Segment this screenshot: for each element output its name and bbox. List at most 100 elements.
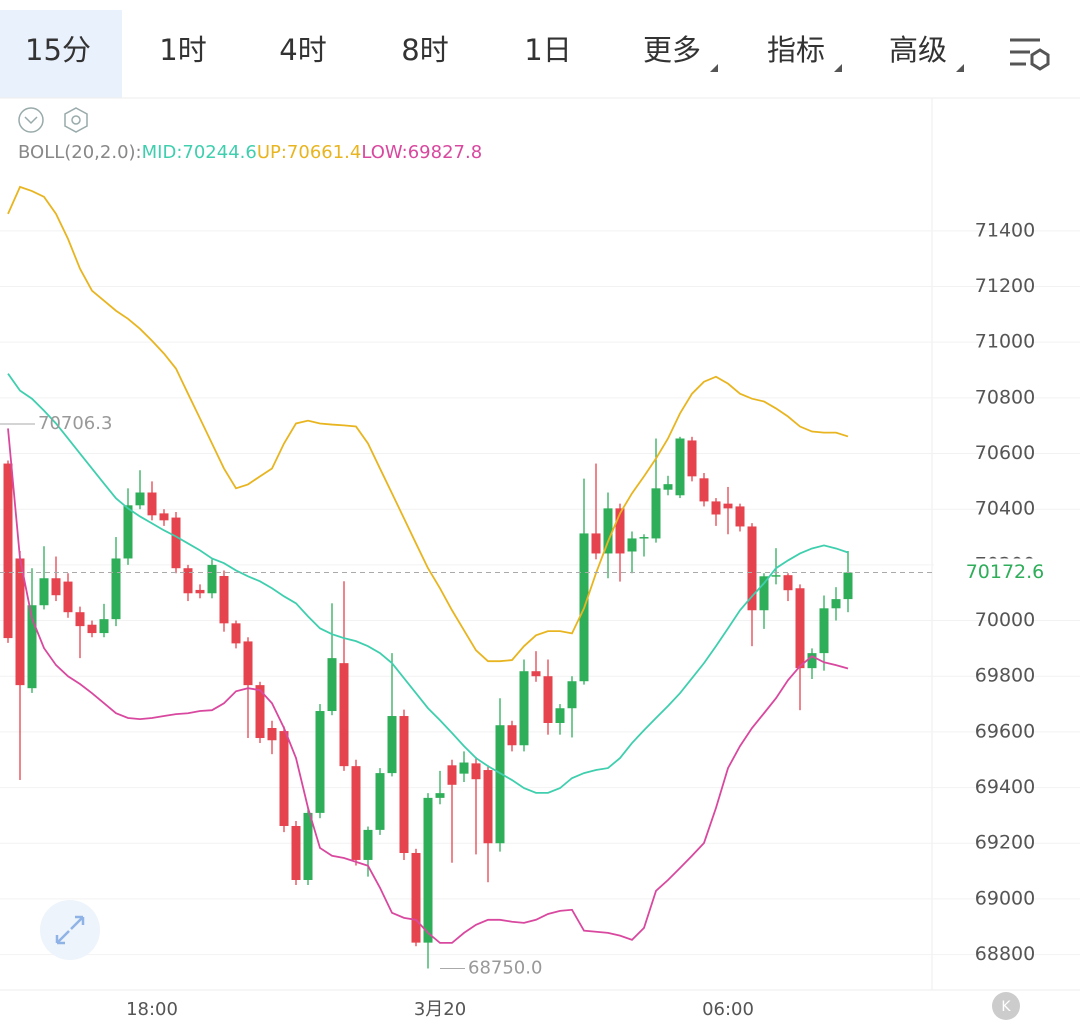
- candle-body: [171, 517, 181, 569]
- legend: BOLL(20,2.0):MID:70244.6UP:70661.4LOW:69…: [18, 142, 482, 163]
- tab[interactable]: 指标: [767, 33, 825, 67]
- button-bg: [992, 992, 1020, 1020]
- candle-body: [483, 770, 493, 844]
- candle-body: [207, 564, 217, 594]
- tab[interactable]: 4时: [279, 33, 326, 67]
- tab[interactable]: 更多: [643, 33, 701, 67]
- legend-name: MID:: [142, 142, 183, 163]
- tab[interactable]: 1时: [159, 33, 206, 67]
- k-button[interactable]: K: [992, 992, 1020, 1020]
- candle-body: [591, 533, 601, 554]
- candle-body: [15, 558, 25, 686]
- candle-body: [147, 492, 157, 516]
- candle-body: [783, 575, 793, 591]
- candle-body: [63, 581, 73, 613]
- extreme-label: 68750.0: [468, 958, 542, 979]
- expand-button[interactable]: [40, 900, 100, 960]
- settings-icon[interactable]: [1010, 38, 1050, 71]
- y-tick-label: 69000: [975, 887, 1035, 909]
- dropdown-triangle: [956, 64, 964, 72]
- candle-body: [327, 658, 337, 712]
- candle-body: [663, 484, 673, 490]
- candle-body: [195, 589, 205, 594]
- x-tick-label: 3月20: [414, 999, 466, 1020]
- candle-body: [315, 711, 325, 813]
- candle-body: [291, 825, 301, 880]
- legend-value: 70244.6: [182, 142, 256, 163]
- y-tick-label: 71000: [975, 331, 1035, 353]
- y-tick-label: 69200: [975, 832, 1035, 854]
- price-box: [934, 558, 1080, 587]
- dropdown-triangle: [710, 64, 718, 72]
- candle-body: [99, 619, 109, 634]
- legend-name: LOW:: [361, 142, 407, 163]
- candle-body: [27, 605, 37, 689]
- candle-body: [567, 681, 577, 709]
- x-tick-label: 06:00: [702, 999, 754, 1020]
- tab[interactable]: 15分: [25, 33, 91, 67]
- candle-body: [243, 641, 253, 686]
- candle-body: [759, 576, 769, 611]
- y-tick-label: 71400: [975, 219, 1035, 241]
- candle-body: [831, 599, 841, 609]
- candle-body: [627, 538, 637, 552]
- y-tick-label: 70800: [975, 386, 1035, 408]
- icon-chevron: [24, 116, 38, 125]
- candle-body: [843, 572, 853, 600]
- legend-name: UP:: [257, 142, 287, 163]
- candle-body: [699, 478, 709, 502]
- tab[interactable]: 8时: [401, 33, 448, 67]
- y-tick-label: 69400: [975, 776, 1035, 798]
- candle-body: [507, 725, 517, 746]
- candle-body: [231, 623, 241, 644]
- tab[interactable]: 高级: [889, 33, 947, 67]
- candle-body: [339, 663, 349, 767]
- band-line: [7, 373, 849, 794]
- k-label: K: [1001, 999, 1011, 1015]
- candle-body: [795, 588, 805, 669]
- candle-body: [375, 773, 385, 830]
- candle-body: [651, 488, 661, 539]
- price-label: 70172.6: [966, 561, 1045, 583]
- candle-body: [255, 685, 265, 739]
- candle-body: [447, 765, 457, 785]
- icon-dot: [71, 115, 81, 125]
- y-tick-label: 69800: [975, 665, 1035, 687]
- y-tick-label: 68800: [975, 943, 1035, 965]
- candle-body: [555, 708, 565, 723]
- candle-body: [351, 766, 361, 860]
- tab[interactable]: 1日: [524, 33, 571, 67]
- band-line: [7, 428, 849, 944]
- candle-body: [135, 492, 145, 506]
- x-tick-label: 18:00: [126, 999, 178, 1020]
- candle-body: [411, 852, 421, 943]
- candle-body: [615, 508, 625, 554]
- legend-value: 70661.4: [287, 142, 361, 163]
- y-tick-label: 70600: [975, 442, 1035, 464]
- icon-circle: [18, 107, 44, 133]
- candle-body: [279, 731, 289, 826]
- candle-body: [531, 671, 541, 677]
- candle-body: [363, 829, 373, 860]
- candle-body: [159, 513, 169, 521]
- extreme-label: 70706.3: [38, 413, 112, 434]
- candle-body: [267, 728, 277, 741]
- collapse-icon[interactable]: [18, 107, 44, 133]
- y-tick-label: 70000: [975, 609, 1035, 631]
- candle-body: [519, 671, 529, 746]
- icon-hex: [64, 107, 88, 133]
- tab-selected-bg: [0, 10, 122, 98]
- candle-body: [399, 716, 409, 853]
- candle-body: [3, 463, 13, 639]
- dropdown-triangle: [834, 64, 842, 72]
- indicator-settings-icon[interactable]: [64, 107, 88, 133]
- y-tick-label: 69600: [975, 720, 1035, 742]
- candle-body: [87, 624, 97, 634]
- candle-body: [123, 505, 133, 559]
- candle-body: [459, 762, 469, 774]
- candle-body: [435, 793, 445, 798]
- y-tick-label: 70400: [975, 498, 1035, 520]
